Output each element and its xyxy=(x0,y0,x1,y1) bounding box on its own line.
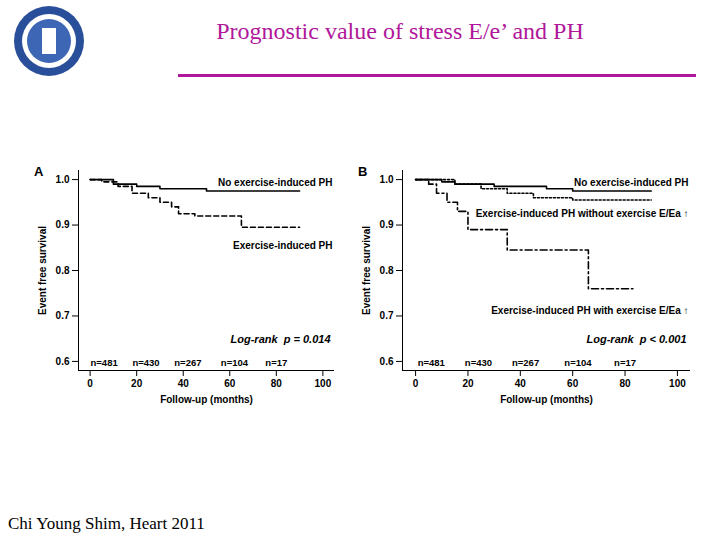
svg-text:Event free survival: Event free survival xyxy=(361,226,372,315)
svg-text:0.9: 0.9 xyxy=(56,219,70,230)
svg-text:1.0: 1.0 xyxy=(380,174,394,185)
svg-text:40: 40 xyxy=(178,378,190,389)
svg-text:0.7: 0.7 xyxy=(380,310,394,321)
svg-text:n=430: n=430 xyxy=(132,357,159,368)
svg-text:n=17: n=17 xyxy=(614,357,636,368)
svg-text:0.6: 0.6 xyxy=(56,356,70,367)
svg-text:1.0: 1.0 xyxy=(56,174,70,185)
svg-text:n=481: n=481 xyxy=(90,357,118,368)
svg-text:0.9: 0.9 xyxy=(380,219,394,230)
svg-text:n=17: n=17 xyxy=(265,357,287,368)
svg-text:No exercise-induced PH: No exercise-induced PH xyxy=(574,177,688,188)
svg-text:0: 0 xyxy=(87,378,93,389)
svg-text:40: 40 xyxy=(515,378,527,389)
svg-text:Exercise-induced PH with exerc: Exercise-induced PH with exercise E/Ea ↑ xyxy=(491,305,688,316)
svg-text:Follow-up (months): Follow-up (months) xyxy=(500,394,593,405)
svg-text:0.8: 0.8 xyxy=(56,265,70,276)
svg-text:Log-rank p < 0.001: Log-rank p < 0.001 xyxy=(587,333,687,345)
svg-text:20: 20 xyxy=(462,378,474,389)
svg-text:0.8: 0.8 xyxy=(380,265,394,276)
svg-text:Exercise-induced PH without ex: Exercise-induced PH without exercise E/E… xyxy=(476,208,689,219)
svg-text:0: 0 xyxy=(413,378,419,389)
svg-text:n=104: n=104 xyxy=(221,357,249,368)
svg-text:n=267: n=267 xyxy=(512,357,539,368)
svg-text:n=481: n=481 xyxy=(418,357,446,368)
svg-text:20: 20 xyxy=(131,378,143,389)
html-text:Prognostic value of stress E/e: Prognostic value of stress E/e’ and PH xyxy=(216,18,584,44)
svg-text:n=267: n=267 xyxy=(174,357,201,368)
svg-text:n=104: n=104 xyxy=(564,357,592,368)
html-text:Chi Young Shim, Heart 2011: Chi Young Shim, Heart 2011 xyxy=(8,514,205,533)
svg-text:0.7: 0.7 xyxy=(56,310,70,321)
svg-text:80: 80 xyxy=(271,378,283,389)
svg-text:60: 60 xyxy=(567,378,579,389)
svg-text:Event free survival: Event free survival xyxy=(37,226,48,315)
svg-text:No exercise-induced PH: No exercise-induced PH xyxy=(218,177,332,188)
svg-text:60: 60 xyxy=(224,378,236,389)
svg-text:n=430: n=430 xyxy=(465,357,492,368)
svg-text:Log-rank p = 0.014: Log-rank p = 0.014 xyxy=(231,333,331,345)
html-text:A: A xyxy=(34,164,44,179)
svg-text:80: 80 xyxy=(619,378,631,389)
svg-text:0.6: 0.6 xyxy=(380,356,394,367)
html-text:B: B xyxy=(358,164,368,179)
svg-text:100: 100 xyxy=(315,378,332,389)
svg-text:100: 100 xyxy=(669,378,686,389)
svg-text:Exercise-induced PH: Exercise-induced PH xyxy=(233,240,332,251)
svg-text:Follow-up (months): Follow-up (months) xyxy=(160,394,253,405)
